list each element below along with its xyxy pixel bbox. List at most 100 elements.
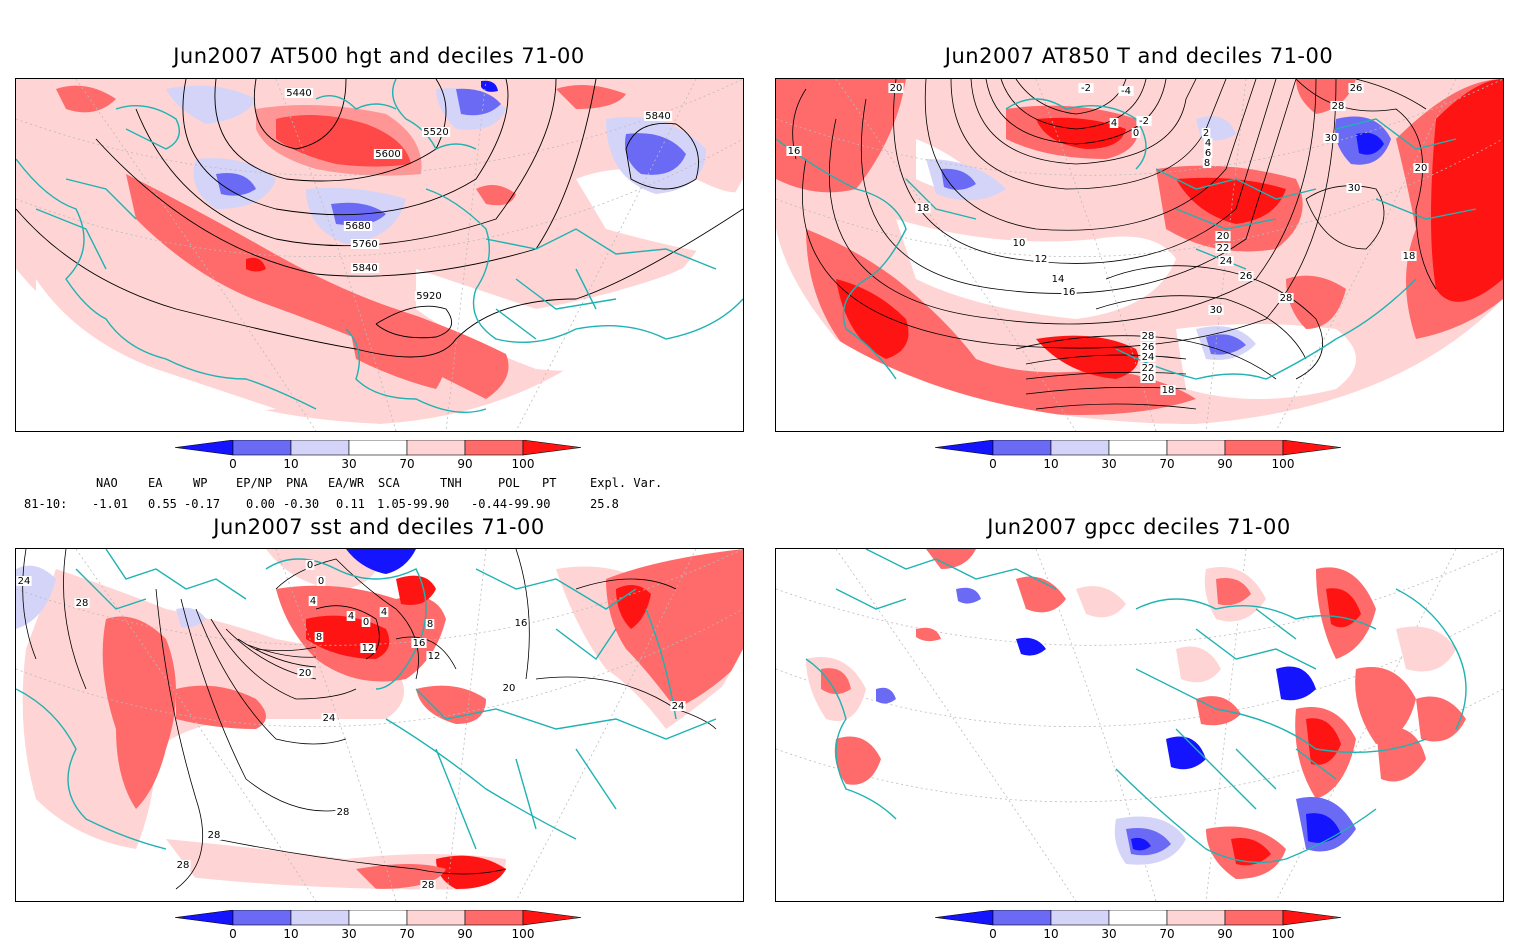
contour-label-bg bbox=[1160, 385, 1176, 395]
contour-label: 26 bbox=[1142, 342, 1155, 353]
contour-label: -4 bbox=[1121, 86, 1131, 97]
contour-label: 4 bbox=[310, 596, 316, 607]
panel-2-colorbar: 0 10 30 70 90 100 bbox=[934, 439, 1345, 472]
panel-3-colorbar: 0 10 30 70 90 100 bbox=[174, 909, 585, 941]
panel-4-title: Jun2007 gpcc deciles 71-00 bbox=[987, 515, 1291, 539]
colorbar-segment bbox=[1108, 909, 1168, 926]
contour-label: 24 bbox=[1220, 256, 1233, 267]
mid-blue-area bbox=[456, 88, 501, 116]
colorbar-svg: 0 10 30 70 90 100 bbox=[934, 909, 1342, 941]
panel-1-svg: 5440 5520 5600 5680 5760 5840 5840 5920 bbox=[16, 79, 743, 431]
contour-label-bg bbox=[1011, 238, 1027, 248]
colorbar-segment bbox=[1050, 909, 1110, 926]
colorbar-segment bbox=[464, 909, 524, 926]
deep-blue-spot bbox=[1356, 132, 1384, 155]
colorbar-tick-label: 0 bbox=[229, 457, 237, 471]
contour-label: 6 bbox=[1205, 148, 1211, 159]
mid-red-area bbox=[806, 229, 1196, 415]
contour-label-bg bbox=[1215, 231, 1231, 241]
index-header-sca: SCA bbox=[378, 476, 400, 490]
colorbar-tick-label: 70 bbox=[399, 927, 414, 940]
deep-red-spot bbox=[246, 257, 266, 272]
contour-label: 26 bbox=[1240, 271, 1253, 282]
contour-label-bg bbox=[411, 638, 427, 648]
pale-blue-area bbox=[176, 607, 206, 628]
contour-label-bg bbox=[1323, 133, 1339, 143]
contour-label: 2 bbox=[1203, 128, 1209, 139]
index-value-epnp: 0.00 bbox=[246, 497, 275, 511]
index-row-label: 81-10: bbox=[24, 497, 68, 511]
contour-label: 16 bbox=[1063, 287, 1076, 298]
white-area bbox=[576, 169, 743, 259]
contour-label-bg bbox=[305, 560, 315, 570]
contour-label-bg bbox=[425, 619, 435, 629]
contour-label-bg bbox=[1203, 148, 1213, 158]
contour-label-bg bbox=[308, 596, 318, 606]
contour-label: 24 bbox=[18, 576, 31, 587]
pale-blue-area bbox=[166, 85, 256, 124]
contour-label-bg bbox=[915, 203, 931, 213]
contour-label-bg bbox=[335, 807, 351, 817]
mid-blue-area bbox=[1206, 334, 1246, 355]
contour-label: 26 bbox=[1350, 83, 1363, 94]
contour-label-bg bbox=[343, 221, 373, 231]
colorbar-tick-label: 100 bbox=[512, 927, 535, 940]
colorbar-triangle-low bbox=[174, 909, 234, 926]
contour-label: 4 bbox=[381, 607, 387, 618]
index-header-expl-var: Expl. Var. bbox=[590, 476, 663, 490]
contour-label: -2 bbox=[1139, 116, 1149, 127]
contour-label: 14 bbox=[1052, 274, 1065, 285]
contour-label: 20 bbox=[299, 668, 312, 679]
contour-label: 22 bbox=[1142, 363, 1155, 374]
colorbar-tick-label: 100 bbox=[1272, 927, 1295, 940]
contour-label-bg bbox=[360, 643, 376, 653]
index-value-sca-tnh: 1.05-99.90 bbox=[377, 497, 450, 511]
colorbar-tick-label: 10 bbox=[1043, 457, 1058, 471]
colorbar-segment bbox=[1224, 439, 1284, 456]
colorbar-triangle-low bbox=[934, 439, 994, 456]
colorbar-tick-label: 0 bbox=[989, 457, 997, 471]
colorbar-triangle-high bbox=[522, 439, 582, 456]
colorbar-triangle-low bbox=[174, 439, 234, 456]
colorbar-segment bbox=[1050, 439, 1110, 456]
white-area bbox=[896, 219, 1176, 319]
contour-label-bg bbox=[888, 83, 904, 93]
contour-label: 28 bbox=[208, 830, 221, 841]
deep-blue-area bbox=[346, 549, 416, 574]
contour-label-bg bbox=[297, 668, 313, 678]
contour-label-bg bbox=[373, 149, 403, 159]
index-header-pna: PNA bbox=[286, 476, 308, 490]
contour-label-bg bbox=[1208, 305, 1224, 315]
contour-label-bg bbox=[1202, 158, 1212, 168]
contour-label-bg bbox=[1238, 271, 1254, 281]
index-value-eawr: 0.11 bbox=[336, 497, 365, 511]
contour-label: 24 bbox=[1142, 352, 1155, 363]
contour-label: 5520 bbox=[423, 127, 448, 138]
contour-label: 28 bbox=[76, 598, 89, 609]
panel-4-colorbar: 0 10 30 70 90 100 bbox=[934, 909, 1345, 941]
mid-red-area bbox=[102, 616, 176, 809]
contour-label: 10 bbox=[1013, 238, 1026, 249]
contour-label-bg bbox=[421, 127, 451, 137]
contour-label-bg bbox=[1140, 373, 1156, 383]
mid-red-area bbox=[776, 79, 906, 193]
mid-blue-area bbox=[625, 133, 686, 175]
panel-1-title: Jun2007 AT500 hgt and deciles 71-00 bbox=[173, 44, 585, 68]
colorbar-segment bbox=[1224, 909, 1284, 926]
colorbar-segment bbox=[232, 909, 292, 926]
contour-label-bg bbox=[1050, 274, 1066, 284]
colorbar-svg: 0 10 30 70 90 100 bbox=[174, 909, 582, 941]
contour-label-bg bbox=[1140, 352, 1156, 362]
mid-blue-area bbox=[941, 168, 976, 190]
contour-label: 12 bbox=[428, 651, 441, 662]
colorbar-tick-label: 90 bbox=[1217, 927, 1232, 940]
contour-label: 20 bbox=[503, 683, 516, 694]
contour-label-bg bbox=[414, 291, 444, 301]
contour-label: 5840 bbox=[645, 111, 670, 122]
colorbar-segment bbox=[348, 909, 408, 926]
index-header-eawr: EA/WR bbox=[328, 476, 365, 490]
deep-red-area bbox=[436, 855, 506, 889]
panel-4-svg bbox=[776, 549, 1503, 901]
colorbar-tick-label: 10 bbox=[1043, 927, 1058, 940]
